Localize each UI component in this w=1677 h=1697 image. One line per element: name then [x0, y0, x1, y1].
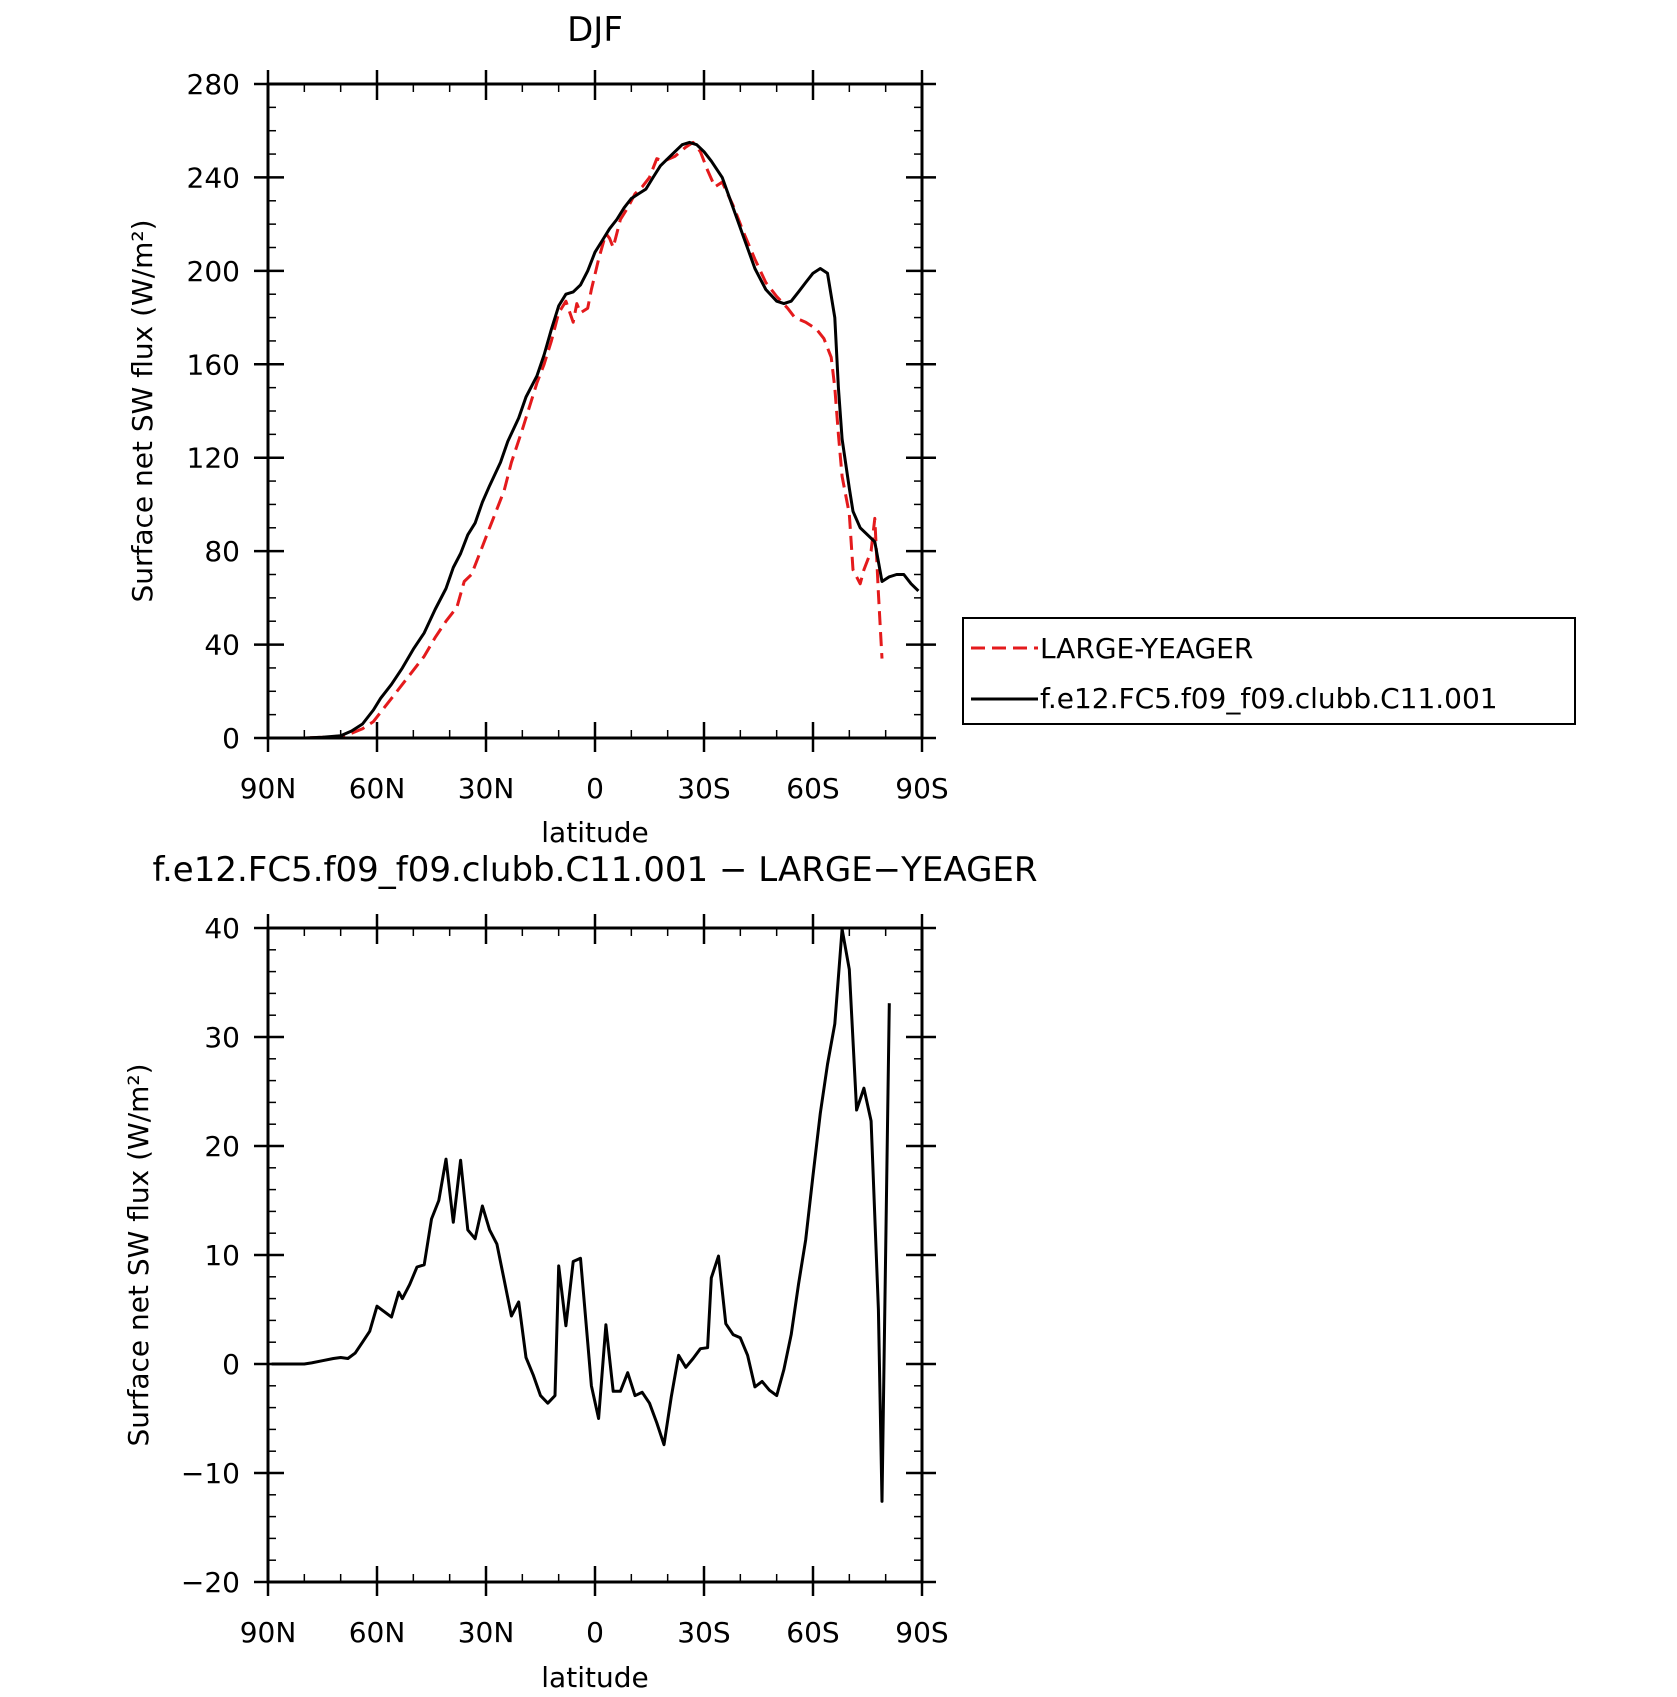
bottom-y-axis-label: Surface net SW flux (W/m²) — [122, 1063, 155, 1446]
bottom-series — [271, 927, 891, 1503]
bottom-panel: f.e12.FC5.f09_f09.clubb.C11.001 − LARGE−… — [122, 850, 1038, 1694]
top-y-tick-label: 200 — [187, 255, 240, 288]
bottom-x-tick-labels: 90N 60N 30N 0 30S 60S 90S — [240, 1616, 949, 1649]
bottom-x-tick-label: 30S — [677, 1616, 730, 1649]
top-x-tick-label: 60N — [349, 772, 406, 805]
bottom-x-tick-label: 60S — [786, 1616, 839, 1649]
legend-box — [962, 617, 1576, 725]
legend: LARGE-YEAGER f.e12.FC5.f09_f09.clubb.C11… — [962, 617, 1576, 725]
top-x-tick-labels: 90N 60N 30N 0 30S 60S 90S — [240, 772, 949, 805]
bottom-chart-title: f.e12.FC5.f09_f09.clubb.C11.001 − LARGE−… — [152, 850, 1037, 890]
top-x-tick-label: 90S — [895, 772, 948, 805]
top-y-axis-label: Surface net SW flux (W/m²) — [126, 219, 159, 602]
top-y-tick-label: 240 — [187, 161, 240, 194]
top-series-line-0 — [268, 140, 884, 740]
top-x-tick-label: 30N — [458, 772, 515, 805]
bottom-x-tick-label: 90N — [240, 1616, 297, 1649]
top-panel: DJF 90N 60N 30N 0 30S 60S 90S 0 40 80 120 160 200 24… — [126, 10, 949, 849]
bottom-y-tick-label: −20 — [181, 1566, 240, 1599]
top-y-tick-label: 0 — [222, 722, 240, 755]
bottom-x-tick-label: 0 — [586, 1616, 604, 1649]
top-minor-ticks — [267, 83, 923, 739]
top-x-axis-label: latitude — [541, 816, 648, 849]
top-x-tick-label: 90N — [240, 772, 297, 805]
top-y-tick-label: 80 — [204, 535, 240, 568]
legend-label-clubb: f.e12.FC5.f09_f09.clubb.C11.001 — [1040, 682, 1498, 715]
top-series-line-1 — [268, 140, 920, 740]
top-chart-title: DJF — [567, 10, 623, 50]
bottom-y-tick-label: 30 — [204, 1021, 240, 1054]
bottom-y-tick-labels: −20 −10 0 10 20 30 40 — [181, 912, 240, 1599]
bottom-y-tick-label: 10 — [204, 1239, 240, 1272]
top-major-ticks — [254, 70, 936, 752]
top-y-tick-label: 160 — [187, 348, 240, 381]
top-x-tick-label: 60S — [786, 772, 839, 805]
bottom-y-tick-label: 0 — [222, 1348, 240, 1381]
bottom-x-tick-label: 90S — [895, 1616, 948, 1649]
top-y-tick-label: 280 — [187, 68, 240, 101]
top-x-tick-label: 0 — [586, 772, 604, 805]
bottom-y-tick-label: 20 — [204, 1130, 240, 1163]
top-y-tick-label: 40 — [204, 629, 240, 662]
top-x-tick-label: 30S — [677, 772, 730, 805]
bottom-x-tick-label: 60N — [349, 1616, 406, 1649]
top-series — [268, 140, 920, 740]
bottom-x-tick-label: 30N — [458, 1616, 515, 1649]
bottom-y-tick-label: 40 — [204, 912, 240, 945]
bottom-plot-frame — [266, 926, 924, 1584]
bottom-minor-ticks — [267, 927, 923, 1583]
top-y-tick-label: 120 — [187, 442, 240, 475]
top-plot-frame — [266, 82, 924, 740]
legend-label-large-yeager: LARGE-YEAGER — [1040, 632, 1253, 665]
bottom-major-ticks — [254, 914, 936, 1596]
bottom-x-axis-label: latitude — [541, 1661, 648, 1694]
top-y-tick-labels: 0 40 80 120 160 200 240 280 — [187, 68, 240, 755]
bottom-y-tick-label: −10 — [181, 1457, 240, 1490]
bottom-series-line-0 — [271, 927, 891, 1503]
